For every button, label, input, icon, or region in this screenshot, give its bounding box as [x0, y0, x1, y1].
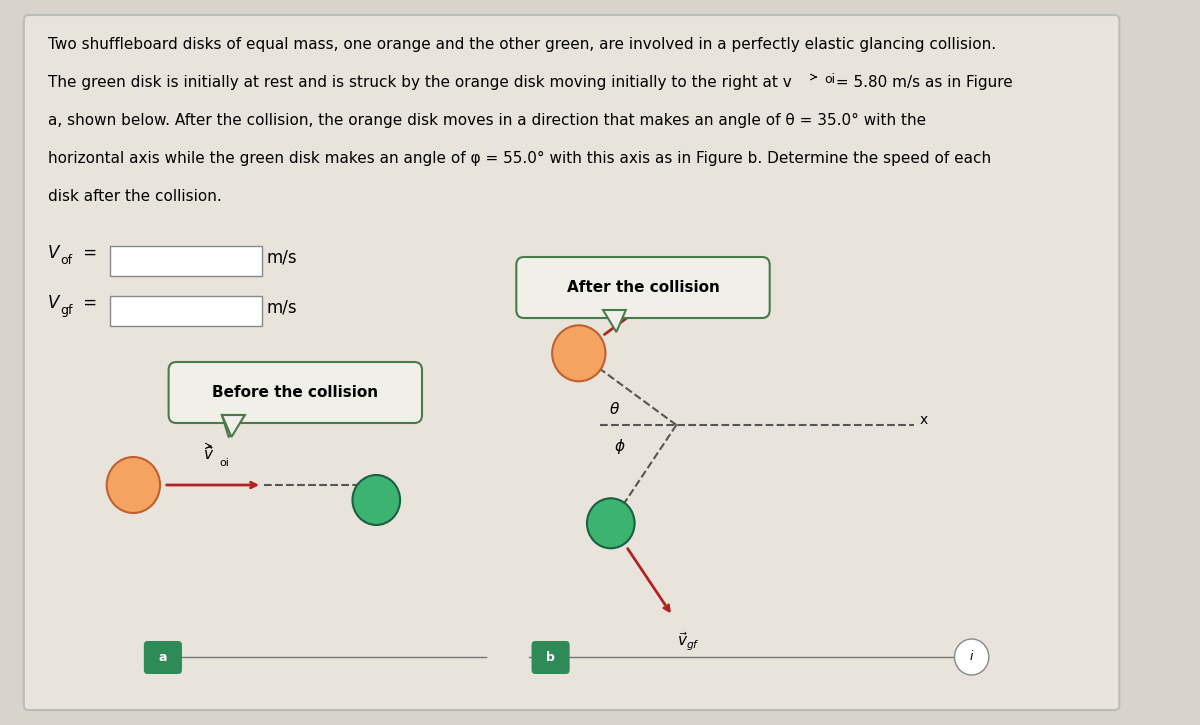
Text: Two shuffleboard disks of equal mass, one orange and the other green, are involv: Two shuffleboard disks of equal mass, on…	[48, 37, 996, 52]
Polygon shape	[222, 415, 245, 437]
Text: oi: oi	[824, 73, 835, 86]
Text: $\vec{v}$: $\vec{v}$	[203, 445, 215, 463]
Text: The green disk is initially at rest and is struck by the orange disk moving init: The green disk is initially at rest and …	[48, 75, 791, 90]
Text: $\phi$: $\phi$	[614, 437, 625, 456]
Text: of: of	[60, 254, 72, 267]
Text: $\vec{v}_{of}$: $\vec{v}_{of}$	[677, 259, 700, 279]
Text: oi: oi	[220, 458, 229, 468]
Circle shape	[552, 326, 606, 381]
Circle shape	[107, 457, 160, 513]
Text: a: a	[158, 651, 167, 664]
Text: gf: gf	[60, 304, 72, 317]
Circle shape	[587, 498, 635, 548]
Text: $\vec{v}_{gf}$: $\vec{v}_{gf}$	[677, 631, 701, 653]
FancyBboxPatch shape	[532, 641, 570, 674]
FancyBboxPatch shape	[144, 641, 182, 674]
Text: = 5.80 m/s as in Figure: = 5.80 m/s as in Figure	[830, 75, 1013, 90]
Text: b: b	[546, 651, 556, 664]
Text: V: V	[48, 294, 59, 312]
Polygon shape	[602, 310, 626, 332]
FancyBboxPatch shape	[109, 296, 262, 326]
Text: =: =	[78, 294, 97, 312]
Text: After the collision: After the collision	[566, 280, 720, 295]
Text: i: i	[970, 650, 973, 663]
Text: m/s: m/s	[266, 299, 298, 317]
FancyBboxPatch shape	[516, 257, 769, 318]
FancyBboxPatch shape	[109, 246, 262, 276]
Text: disk after the collision.: disk after the collision.	[48, 189, 221, 204]
Text: $\theta$: $\theta$	[608, 402, 620, 418]
FancyBboxPatch shape	[24, 15, 1120, 710]
FancyBboxPatch shape	[169, 362, 422, 423]
Text: horizontal axis while the green disk makes an angle of φ = 55.0° with this axis : horizontal axis while the green disk mak…	[48, 151, 991, 166]
Text: m/s: m/s	[266, 249, 298, 267]
Circle shape	[954, 639, 989, 675]
Text: x: x	[919, 413, 928, 427]
Text: Before the collision: Before the collision	[212, 385, 378, 400]
Text: a, shown below. After the collision, the orange disk moves in a direction that m: a, shown below. After the collision, the…	[48, 113, 925, 128]
Circle shape	[353, 475, 400, 525]
Text: =: =	[78, 244, 97, 262]
Text: V: V	[48, 244, 59, 262]
